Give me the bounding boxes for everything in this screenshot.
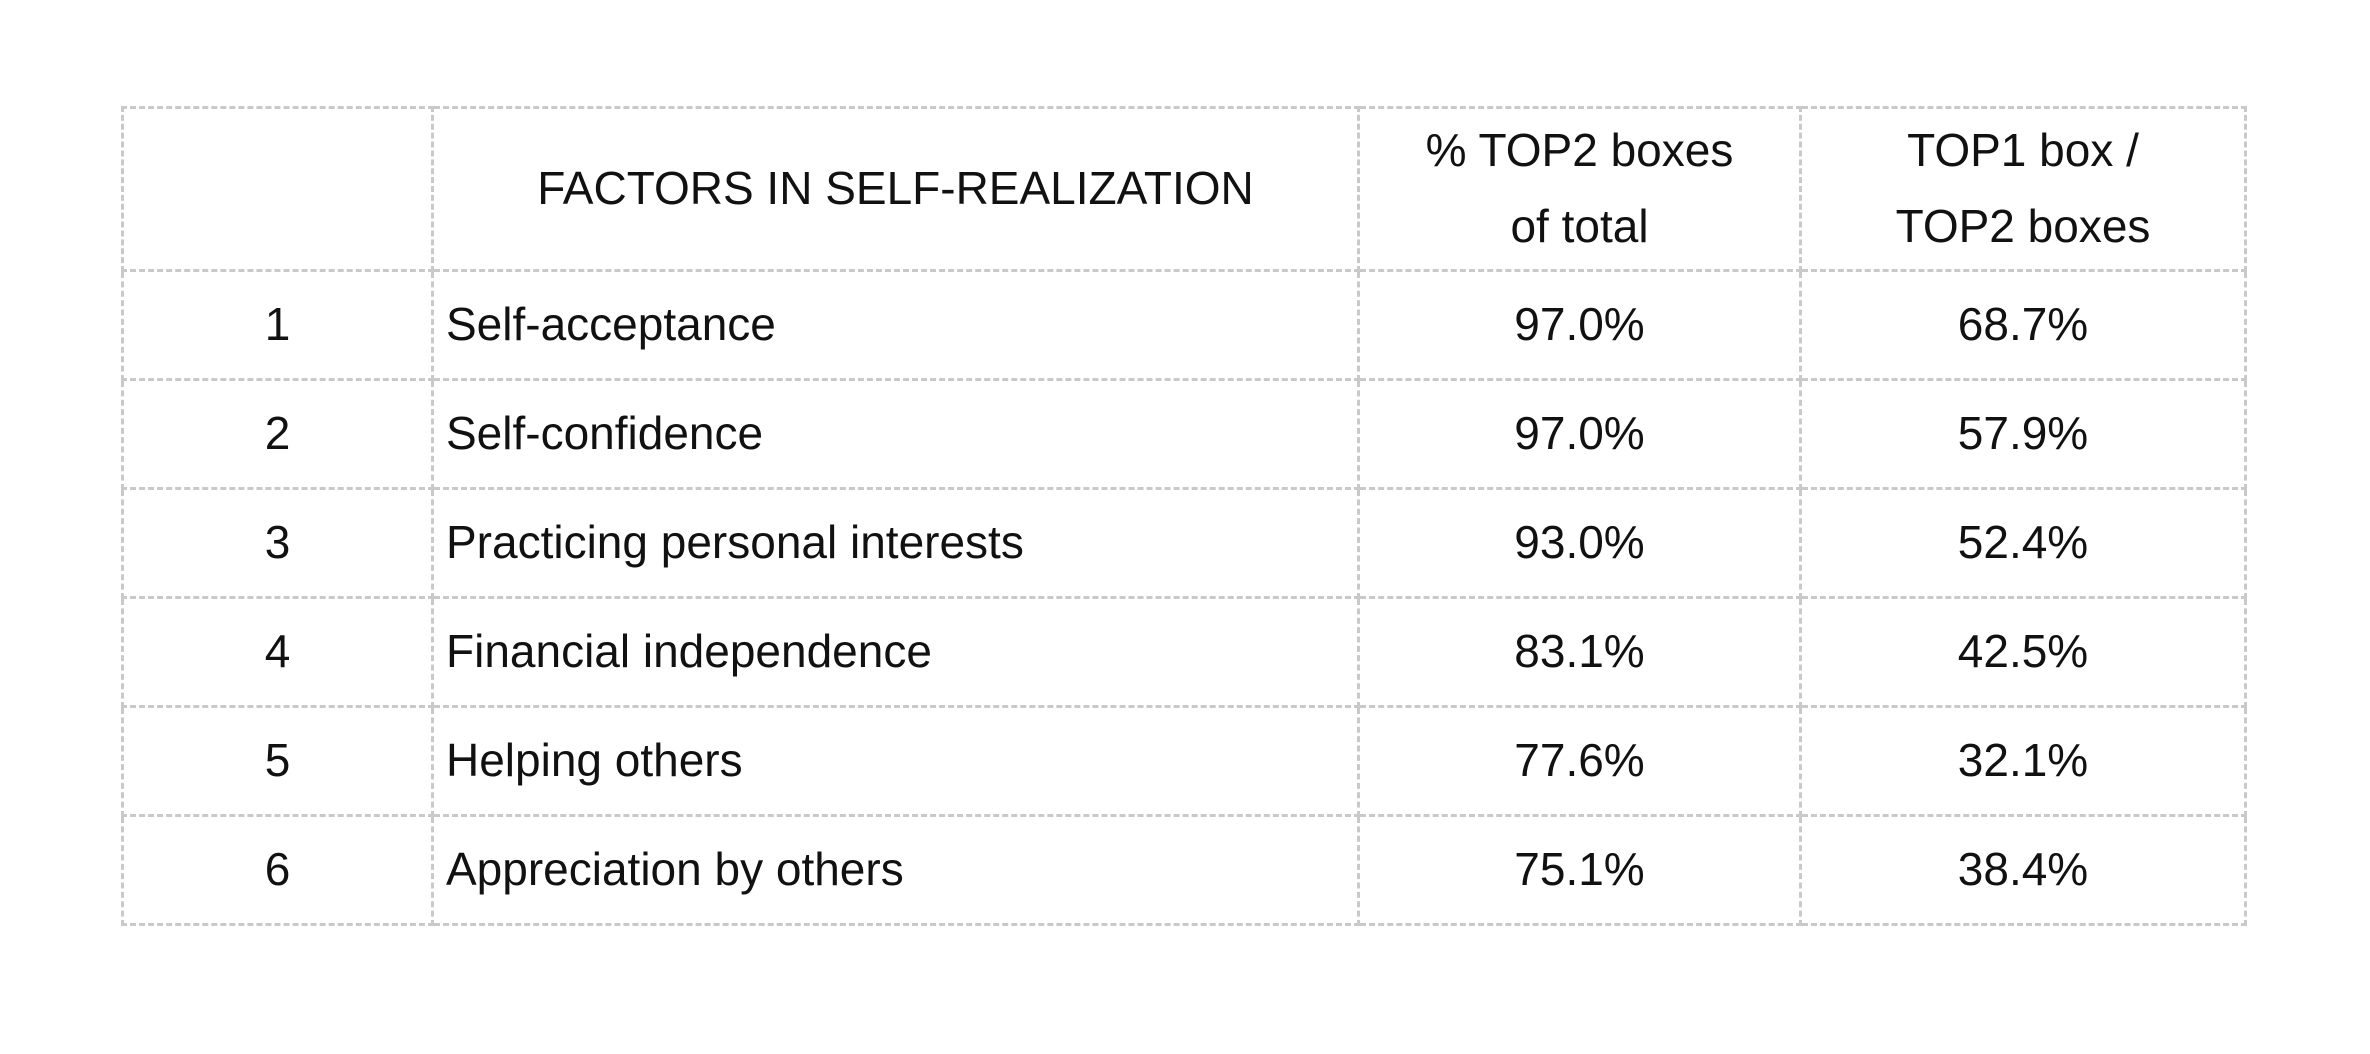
top1-ratio-cell: 57.9% <box>1799 378 2247 490</box>
factor-cell: Practicing personal interests <box>431 487 1360 599</box>
rank-cell: 3 <box>121 487 434 599</box>
top2-share-cell: 93.0% <box>1357 487 1802 599</box>
table-row: 2 Self-confidence 97.0% 57.9% <box>121 378 2247 490</box>
header-text: TOP1 box / <box>1907 124 2139 177</box>
factors-table: FACTORS IN SELF-REALIZATION % TOP2 boxes o… <box>121 106 2247 926</box>
table-row: 3 Practicing personal interests 93.0% 52.4% <box>121 487 2247 599</box>
top1-ratio-cell: 32.1% <box>1799 705 2247 817</box>
header-cell: % TOP2 boxes of total <box>1357 106 1802 272</box>
rank-cell: 6 <box>121 814 434 926</box>
top1-ratio-cell: 38.4% <box>1799 814 2247 926</box>
rank-cell: 2 <box>121 378 434 490</box>
header-text: FACTORS IN SELF-REALIZATION <box>537 162 1254 215</box>
top1-ratio-cell: 42.5% <box>1799 596 2247 708</box>
top2-share-cell: 77.6% <box>1357 705 1802 817</box>
top2-share-cell: 97.0% <box>1357 269 1802 381</box>
top1-ratio-cell: 68.7% <box>1799 269 2247 381</box>
rank-cell: 4 <box>121 596 434 708</box>
header-cell: FACTORS IN SELF-REALIZATION <box>431 106 1360 272</box>
top1-ratio-cell: 52.4% <box>1799 487 2247 599</box>
top2-share-cell: 97.0% <box>1357 378 1802 490</box>
table-row: 4 Financial independence 83.1% 42.5% <box>121 596 2247 708</box>
header-text: TOP2 boxes <box>1895 200 2151 252</box>
header-row: FACTORS IN SELF-REALIZATION % TOP2 boxes o… <box>121 106 2247 272</box>
factor-cell: Self-acceptance <box>431 269 1360 381</box>
factor-cell: Financial independence <box>431 596 1360 708</box>
header-text: % TOP2 boxes <box>1425 124 1734 177</box>
table-row: 5 Helping others 77.6% 32.1% <box>121 705 2247 817</box>
factor-cell: Helping others <box>431 705 1360 817</box>
factor-cell: Self-confidence <box>431 378 1360 490</box>
header-cell <box>121 106 434 272</box>
table-row: 1 Self-acceptance 97.0% 68.7% <box>121 269 2247 381</box>
table-body: FACTORS IN SELF-REALIZATION % TOP2 boxes o… <box>121 106 2247 926</box>
top2-share-cell: 75.1% <box>1357 814 1802 926</box>
rank-cell: 5 <box>121 705 434 817</box>
table-row: 6 Appreciation by others 75.1% 38.4% <box>121 814 2247 926</box>
top2-share-cell: 83.1% <box>1357 596 1802 708</box>
header-cell: TOP1 box / TOP2 boxes <box>1799 106 2247 272</box>
header-text: of total <box>1510 200 1649 252</box>
factor-cell: Appreciation by others <box>431 814 1360 926</box>
rank-cell: 1 <box>121 269 434 381</box>
